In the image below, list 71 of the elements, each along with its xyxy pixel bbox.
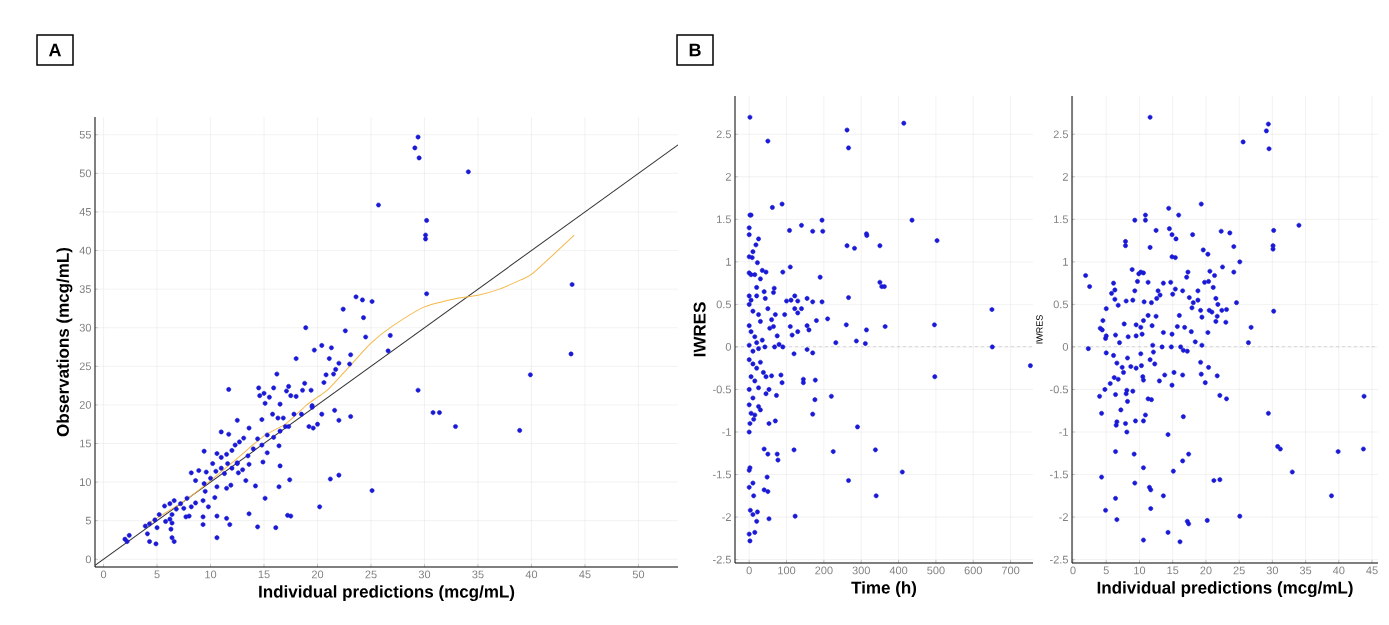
y-tick-label: -2 xyxy=(1059,513,1068,521)
x-tick-label: 35 xyxy=(1299,566,1312,575)
x-tick-label: 40 xyxy=(1332,566,1345,575)
y-tick-label: -1.5 xyxy=(713,470,731,479)
y-tick-label: 2.5 xyxy=(1053,130,1069,139)
y-tick-label: 1 xyxy=(1063,258,1068,266)
y-tick-label: -1 xyxy=(1059,428,1068,436)
x-tick-label: 400 xyxy=(889,566,908,575)
x-tick-label: 15 xyxy=(258,570,270,579)
x-tick-label: 15 xyxy=(1167,566,1179,575)
y-tick-label: -1 xyxy=(722,428,731,436)
y-tick-label: 1.5 xyxy=(1054,215,1069,224)
x-axis-title: Time (h) xyxy=(851,581,917,598)
x-tick-label: 35 xyxy=(472,570,484,579)
text: A xyxy=(48,43,62,57)
y-tick-label: -0.5 xyxy=(1050,385,1069,394)
x-tick-label: 30 xyxy=(1266,566,1279,575)
x-tick-label: 600 xyxy=(964,566,982,575)
x-tick-label: 100 xyxy=(778,566,796,575)
y-tick-label: 5 xyxy=(85,516,91,525)
y-tick-label: -1.5 xyxy=(1050,470,1069,479)
y-tick-label: 45 xyxy=(79,208,91,216)
y-tick-label: 55 xyxy=(79,130,91,139)
x-tick-label: 0 xyxy=(1070,566,1076,575)
x-tick-label: 25 xyxy=(365,570,377,579)
y-tick-label: 2 xyxy=(725,172,731,181)
text: B xyxy=(689,43,701,57)
y-tick-label: 35 xyxy=(79,285,91,294)
x-tick-label: 300 xyxy=(852,566,870,575)
x-tick-label: 500 xyxy=(927,566,945,575)
y-tick-label: 0.5 xyxy=(716,300,731,309)
y-tick-label: -2 xyxy=(722,513,731,521)
x-tick-label: 10 xyxy=(205,570,217,579)
x-tick-label: 0 xyxy=(100,570,107,579)
y-axis-title: Observations (mcg/mL) xyxy=(56,247,73,437)
y-tick-label: 2.5 xyxy=(716,130,731,139)
x-tick-label: 25 xyxy=(1233,566,1245,575)
y-tick-label: 10 xyxy=(80,478,92,486)
x-tick-label: 20 xyxy=(311,570,324,579)
y-tick-label: -0.5 xyxy=(713,385,731,394)
y-tick-label: 0 xyxy=(85,555,92,564)
x-tick-label: 45 xyxy=(579,570,591,579)
y-tick-label: 1 xyxy=(726,258,731,266)
y-tick-label: 25 xyxy=(79,362,91,371)
x-axis-title: Individual predictions (mcg/mL) xyxy=(1097,581,1353,598)
y-tick-label: -2.5 xyxy=(713,555,731,564)
x-axis-title: Individual predictions (mcg/mL) xyxy=(259,585,515,602)
y-tick-label: -2.5 xyxy=(1050,555,1069,564)
x-tick-label: 0 xyxy=(746,566,752,575)
x-tick-label: 200 xyxy=(815,566,833,575)
y-tick-label: 0 xyxy=(725,343,732,351)
y-axis-title: IWRES xyxy=(693,302,706,357)
x-tick-label: 10 xyxy=(1134,566,1146,575)
x-tick-label: 700 xyxy=(1001,566,1020,575)
y-tick-label: 2 xyxy=(1062,172,1068,181)
y-tick-label: 40 xyxy=(79,246,92,255)
x-tick-label: 45 xyxy=(1366,566,1378,575)
x-tick-label: 5 xyxy=(1103,566,1109,575)
y-tick-label: 15 xyxy=(80,439,91,448)
y-tick-label: 1.5 xyxy=(717,215,731,224)
x-tick-label: 20 xyxy=(1200,566,1212,575)
y-tick-label: 0 xyxy=(1062,343,1069,351)
y-tick-label: 20 xyxy=(79,401,92,409)
y-tick-label: 50 xyxy=(79,169,92,178)
x-tick-label: 5 xyxy=(154,570,160,579)
y-tick-label: 30 xyxy=(79,323,92,332)
x-tick-label: 50 xyxy=(632,570,645,579)
y-axis-title: IWRES xyxy=(1036,315,1043,344)
x-tick-label: 40 xyxy=(525,570,538,579)
y-tick-label: 0.5 xyxy=(1053,300,1069,309)
x-tick-label: 30 xyxy=(418,570,431,579)
